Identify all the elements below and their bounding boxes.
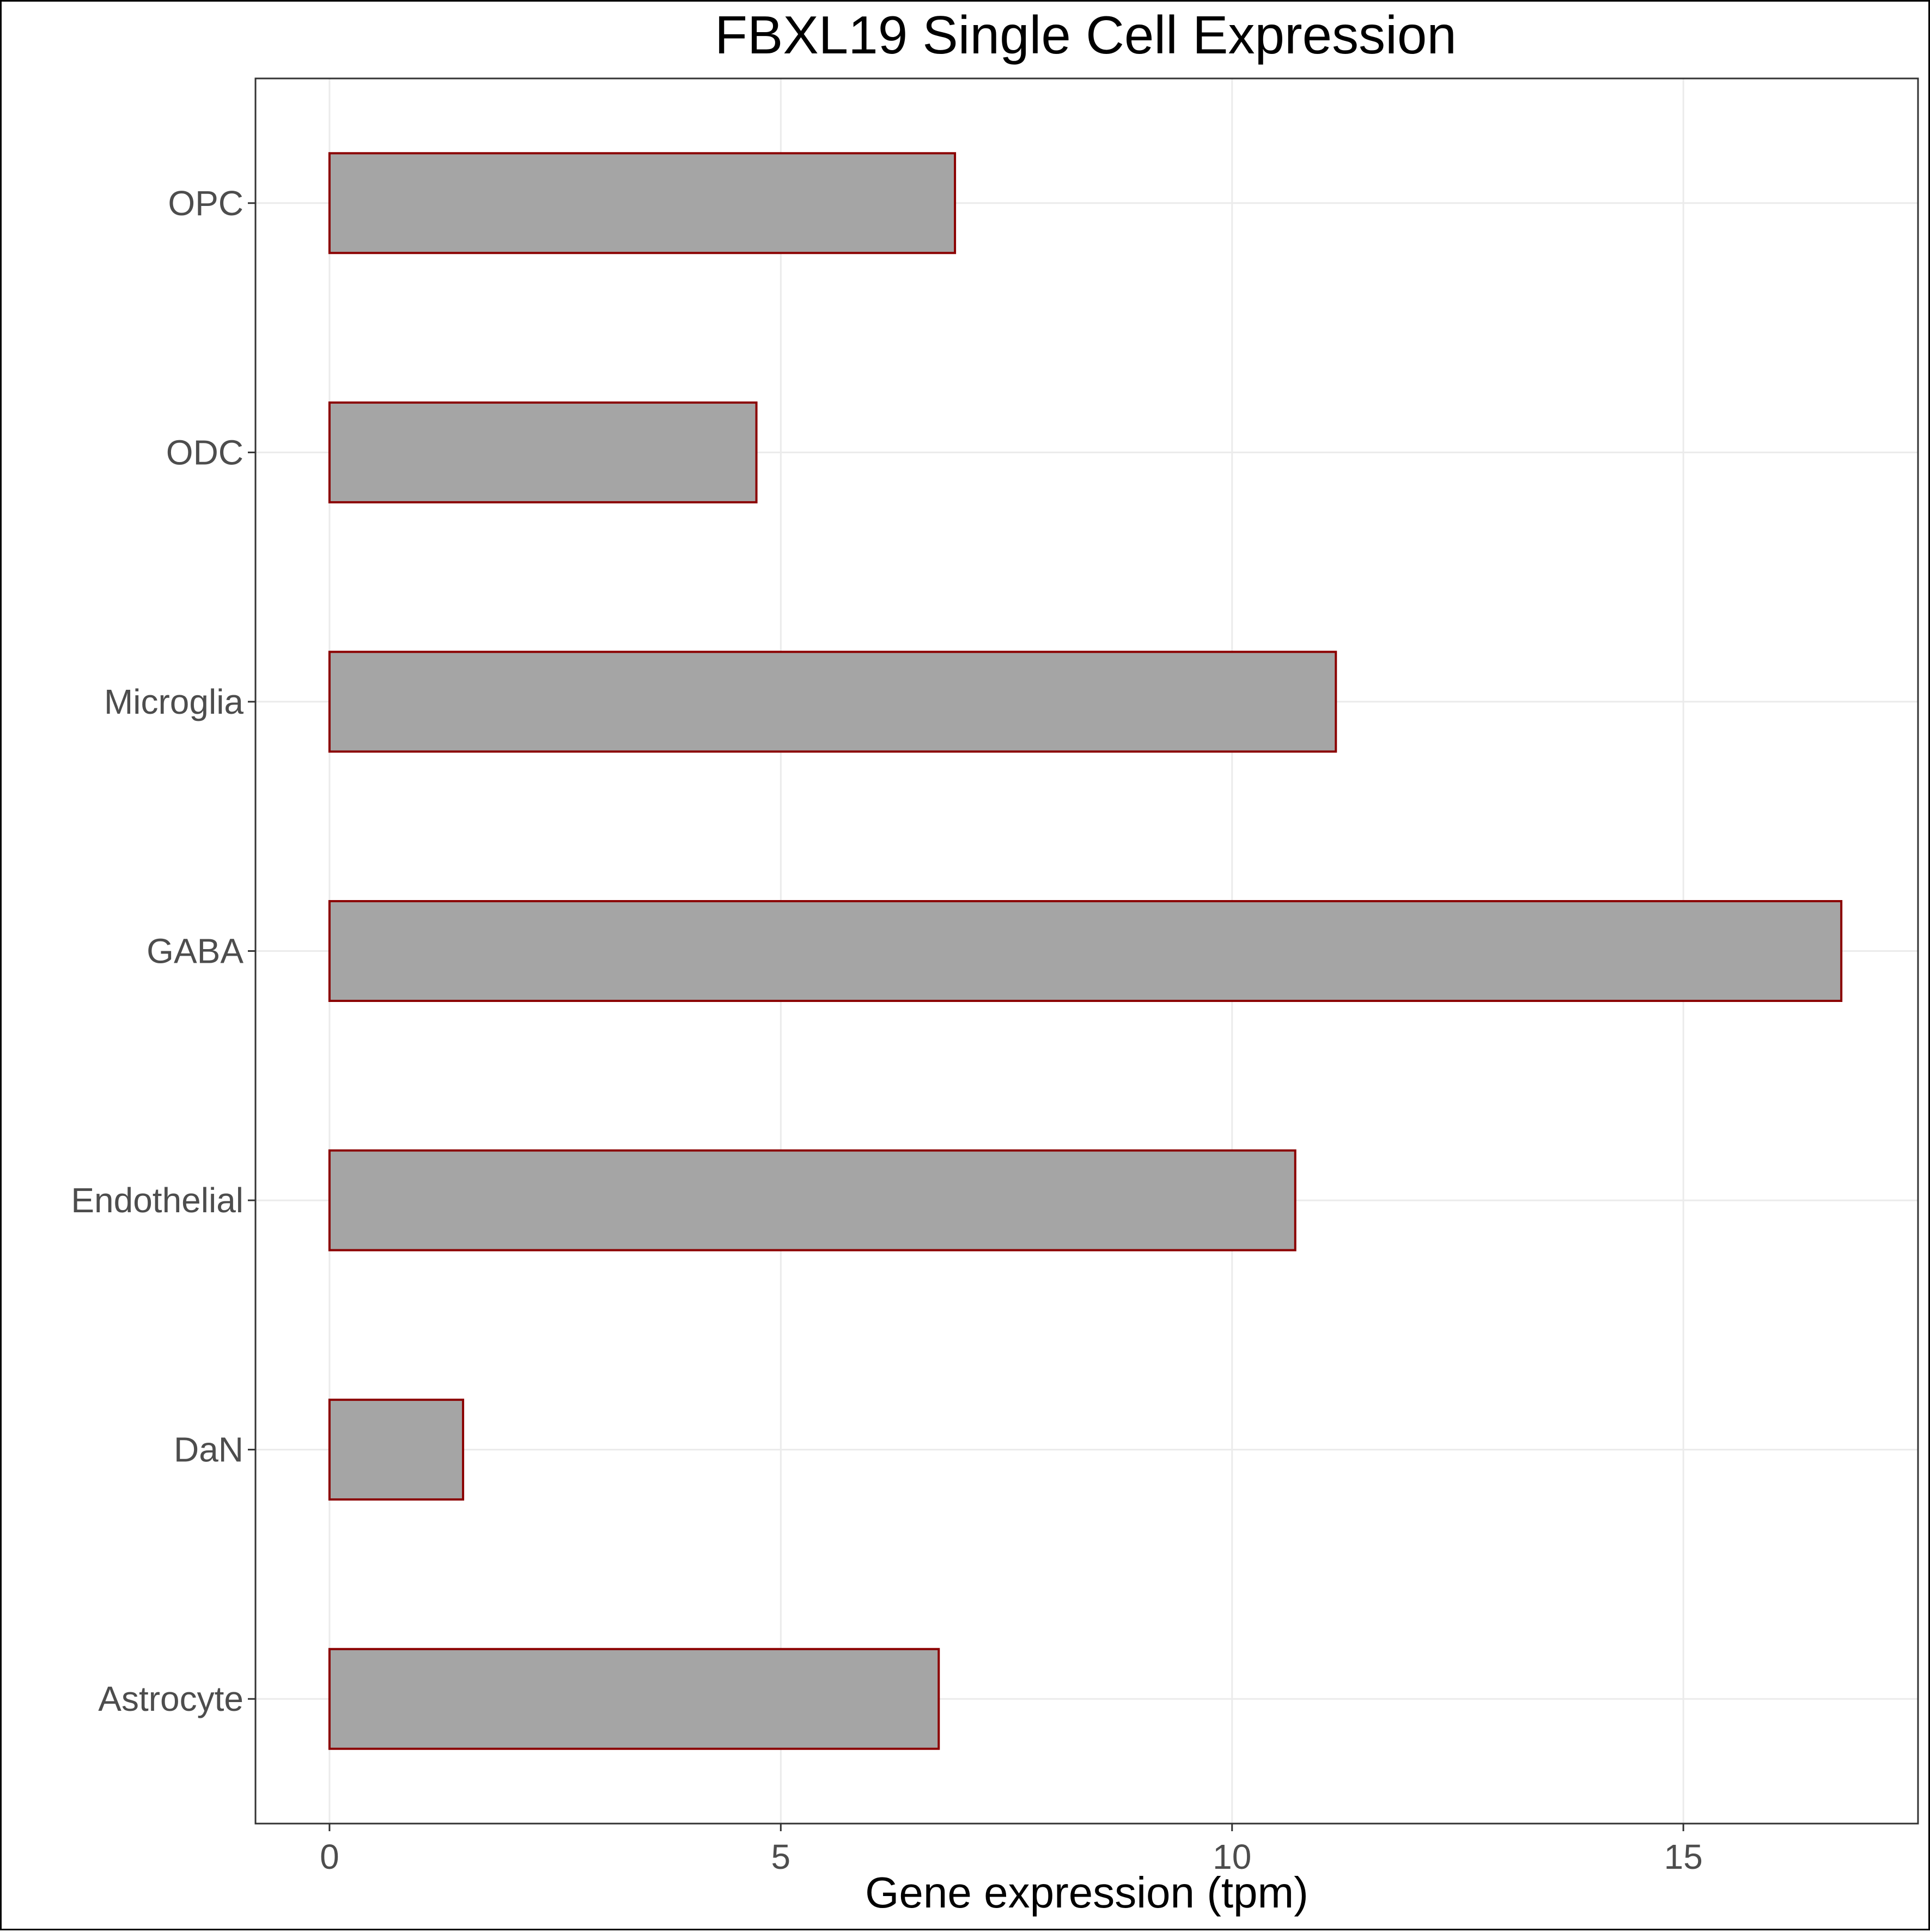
y-tick-label: Microglia <box>104 682 243 721</box>
bar-gaba <box>328 900 1843 1003</box>
bar-opc <box>328 152 957 254</box>
x-tick-label: 5 <box>771 1837 791 1876</box>
y-tick-label: Astrocyte <box>98 1679 243 1718</box>
bar-dan <box>328 1399 465 1501</box>
bar-odc <box>328 401 758 503</box>
y-tick-label: Endothelial <box>71 1181 243 1220</box>
y-tick-label: DaN <box>174 1430 243 1469</box>
x-tick-label: 10 <box>1213 1837 1251 1876</box>
bar-endothelial <box>328 1149 1296 1251</box>
x-tick-label: 15 <box>1664 1837 1703 1876</box>
chart-title: FBXL19 Single Cell Expression <box>715 5 1457 65</box>
bar-microglia <box>328 651 1337 753</box>
x-tick-label: 0 <box>320 1837 339 1876</box>
y-tick-label: GABA <box>147 932 243 971</box>
bars <box>328 152 1843 1750</box>
y-axis-ticks: Astrocyte DaN Endothelial GABA Microglia ODC O… <box>71 184 255 1718</box>
y-tick-label: ODC <box>166 433 243 472</box>
bar-astrocyte <box>328 1648 940 1750</box>
y-tick-label: OPC <box>168 184 243 223</box>
x-axis-title: Gene expression (tpm) <box>865 1868 1308 1917</box>
x-axis-ticks: 0 5 10 15 <box>320 1824 1703 1876</box>
